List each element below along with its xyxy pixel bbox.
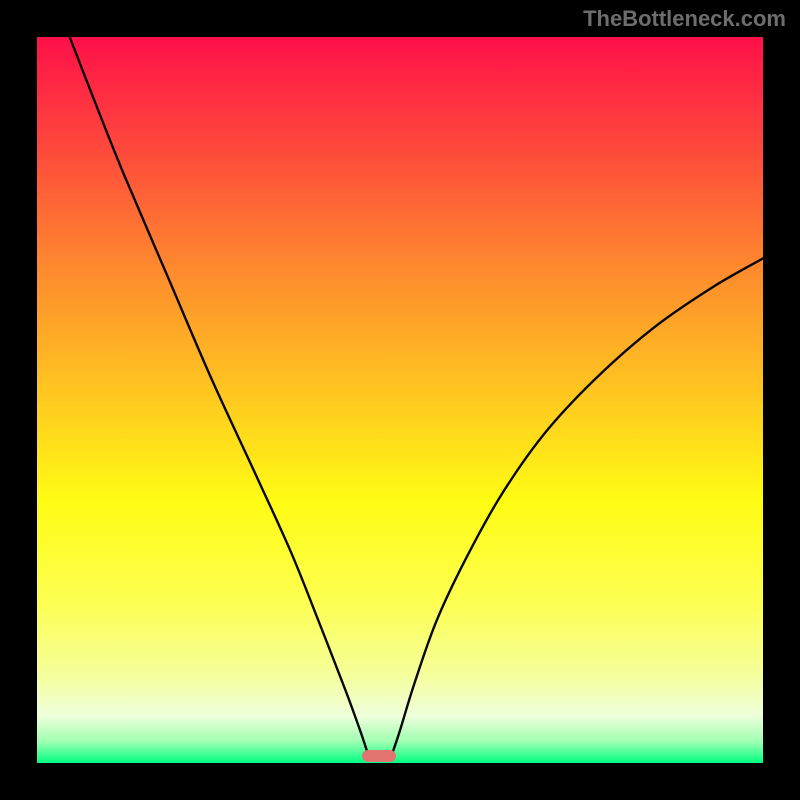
chart-container: TheBottleneck.com xyxy=(0,0,800,800)
watermark-text: TheBottleneck.com xyxy=(583,6,786,32)
optimum-marker xyxy=(362,750,397,762)
bottleneck-curve xyxy=(37,37,763,763)
plot-area xyxy=(37,37,763,763)
